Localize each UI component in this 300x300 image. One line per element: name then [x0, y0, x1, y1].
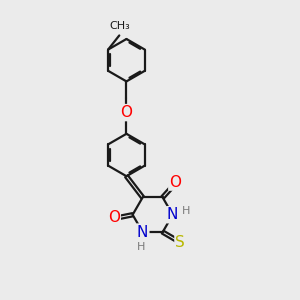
Text: CH₃: CH₃	[109, 21, 130, 31]
Text: H: H	[182, 206, 190, 216]
Text: S: S	[176, 235, 185, 250]
Text: N: N	[137, 225, 148, 240]
Text: H: H	[137, 242, 146, 252]
Text: O: O	[169, 175, 181, 190]
Text: O: O	[120, 105, 132, 120]
Text: N: N	[167, 207, 178, 222]
Text: O: O	[108, 210, 120, 225]
